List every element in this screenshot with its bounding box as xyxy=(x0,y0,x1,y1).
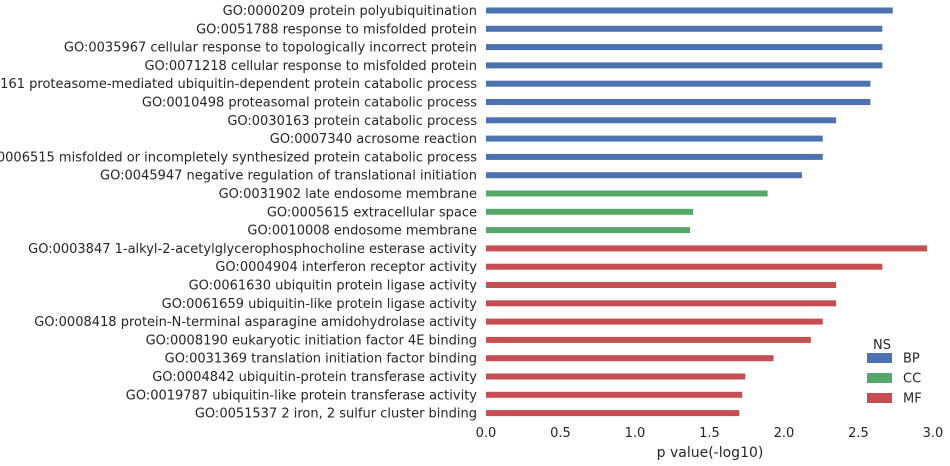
category-label-5: GO:0010498 proteasomal protein catabolic… xyxy=(142,96,477,111)
bar-7 xyxy=(486,135,823,142)
bar-20 xyxy=(486,373,746,380)
category-label-22: GO:0051537 2 iron, 2 sulfur cluster bind… xyxy=(195,407,477,422)
category-label-20: GO:0004842 ubiquitin-protein transferase… xyxy=(152,370,477,385)
legend-label-bp: BP xyxy=(903,352,920,367)
bar-0 xyxy=(486,7,893,14)
x-axis-label: p value(-log10) xyxy=(657,445,764,461)
category-label-8: GO:0006515 misfolded or incompletely syn… xyxy=(0,150,477,165)
category-label-9: GO:0045947 negative regulation of transl… xyxy=(100,169,477,184)
bar-16 xyxy=(486,300,837,307)
legend-swatch-cc xyxy=(867,373,892,383)
bar-9 xyxy=(486,172,802,179)
x-tick-label-1: 0.5 xyxy=(550,426,571,441)
category-label-17: GO:0008418 protein-N-terminal asparagine… xyxy=(34,315,477,330)
category-label-0: GO:0000209 protein polyubiquitination xyxy=(223,4,477,19)
category-label-13: GO:0003847 1-alkyl-2-acetylglycerophosph… xyxy=(28,242,477,257)
legend-title: NS xyxy=(873,338,891,353)
bar-11 xyxy=(486,208,694,215)
x-tick-label-6: 3.0 xyxy=(923,426,944,441)
legend-label-mf: MF xyxy=(903,392,922,407)
category-label-19: GO:0031369 translation initiation factor… xyxy=(165,352,477,367)
category-label-10: GO:0031902 late endosome membrane xyxy=(219,187,477,202)
bar-2 xyxy=(486,44,883,51)
bar-17 xyxy=(486,318,823,325)
bar-5 xyxy=(486,99,871,105)
bar-13 xyxy=(486,245,928,252)
bar-4 xyxy=(486,80,871,87)
bar-8 xyxy=(486,153,823,160)
category-label-21: GO:0019787 ubiquitin-like protein transf… xyxy=(126,388,478,403)
category-label-12: GO:0010008 endosome membrane xyxy=(247,224,477,239)
bar-10 xyxy=(486,190,768,197)
bar-6 xyxy=(486,117,837,124)
bar-12 xyxy=(486,227,691,234)
legend: NS BP CC MF xyxy=(867,338,922,407)
legend-swatch-bp xyxy=(867,353,892,363)
bars-group xyxy=(486,7,928,417)
x-tick-label-4: 2.0 xyxy=(774,426,795,441)
category-label-3: GO:0071218 cellular response to misfolde… xyxy=(144,59,477,74)
legend-label-cc: CC xyxy=(903,372,921,387)
category-label-18: GO:0008190 eukaryotic initiation factor … xyxy=(146,333,477,348)
category-label-15: GO:0061630 ubiquitin protein ligase acti… xyxy=(189,279,478,294)
x-tick-label-5: 2.5 xyxy=(848,426,869,441)
x-tick-label-2: 1.0 xyxy=(625,426,646,441)
bar-14 xyxy=(486,263,883,270)
category-label-1: GO:0051788 response to misfolded protein xyxy=(196,22,477,37)
category-label-16: GO:0061659 ubiquitin-like protein ligase… xyxy=(162,297,478,312)
bar-15 xyxy=(486,282,837,288)
category-label-7: GO:0007340 acrosome reaction xyxy=(270,132,477,147)
category-label-4: GO:0043161 proteasome-mediated ubiquitin… xyxy=(0,77,477,92)
category-labels: GO:0000209 protein polyubiquitination GO:… xyxy=(0,4,477,422)
category-label-6: GO:0030163 protein catabolic process xyxy=(227,114,477,129)
bar-1 xyxy=(486,25,883,32)
category-label-14: GO:0004904 interferon receptor activity xyxy=(215,260,477,275)
bar-22 xyxy=(486,410,740,417)
category-label-2: GO:0035967 cellular response to topologi… xyxy=(64,41,477,56)
x-tick-label-0: 0.0 xyxy=(476,426,497,441)
x-axis-ticks: 0.0 0.5 1.0 1.5 2.0 2.5 3.0 xyxy=(476,426,944,441)
bar-21 xyxy=(486,391,743,398)
legend-swatch-mf xyxy=(867,393,892,403)
category-label-11: GO:0005615 extracellular space xyxy=(267,205,477,220)
bar-19 xyxy=(486,355,774,362)
bar-18 xyxy=(486,336,811,343)
x-tick-label-3: 1.5 xyxy=(699,426,720,441)
bar-3 xyxy=(486,62,883,69)
